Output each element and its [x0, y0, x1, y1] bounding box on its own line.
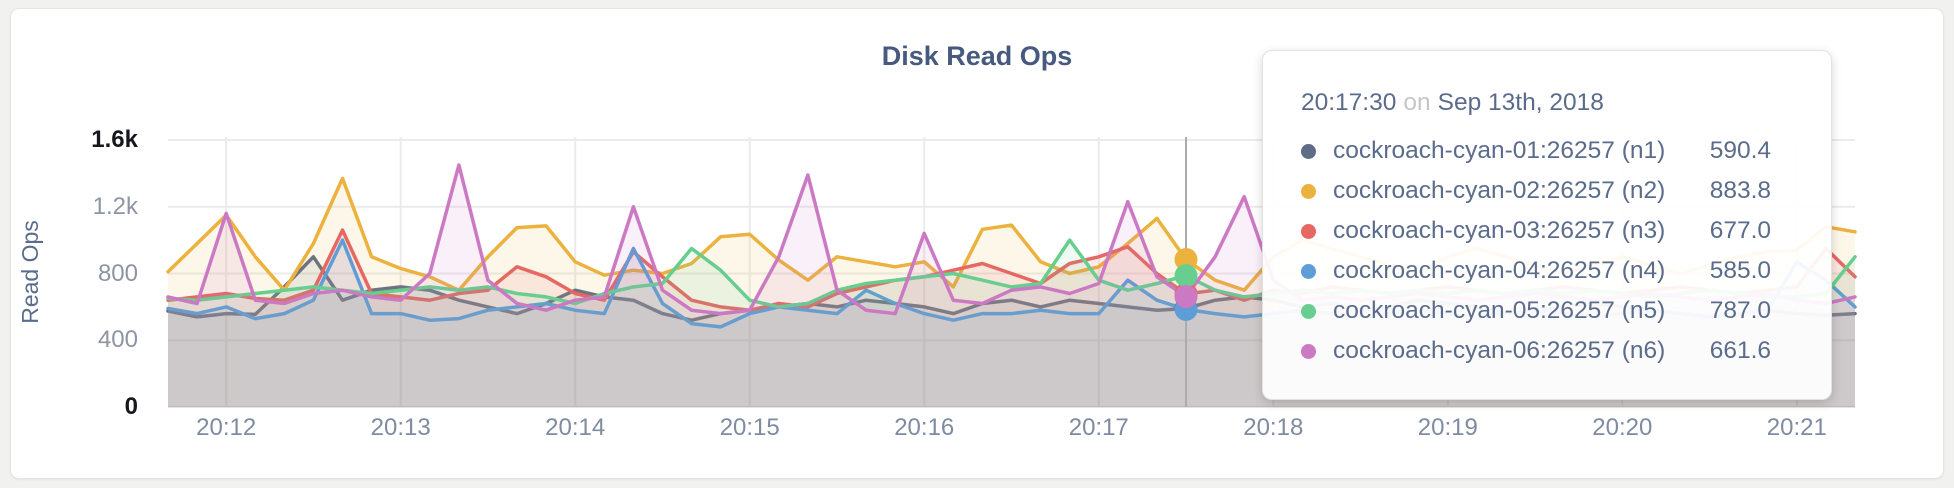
y-axis-label: Read Ops [17, 220, 43, 324]
series-value: 585.0 [1709, 257, 1771, 284]
x-tick-label: 20:16 [894, 414, 955, 441]
hover-tooltip: 20:17:30 on Sep 13th, 2018 cockroach-cyan-… [1262, 50, 1832, 400]
series-name: cockroach-cyan-03:26257 (n3) [1333, 217, 1666, 244]
x-tick-label: 20:18 [1243, 414, 1304, 441]
series-color-dot-icon [1301, 263, 1316, 279]
series-value: 787.0 [1709, 297, 1771, 324]
x-tick-label: 20:12 [196, 414, 257, 441]
series-color-dot-icon [1301, 223, 1316, 239]
hover-point-n2 [1174, 248, 1198, 272]
y-tick-label: 1.2k [92, 192, 138, 220]
tooltip-series-row: cockroach-cyan-03:26257 (n3) 677.0 [1301, 211, 1793, 251]
x-tick-label: 20:13 [370, 414, 431, 441]
tooltip-time: 20:17:30 [1301, 89, 1397, 116]
tooltip-series-row: cockroach-cyan-02:26257 (n2) 883.8 [1301, 171, 1793, 211]
x-tick-label: 20:14 [545, 414, 606, 441]
tooltip-on-word: on [1403, 89, 1431, 116]
x-tick-label: 20:20 [1592, 414, 1653, 441]
series-value: 590.4 [1709, 137, 1771, 164]
tooltip-series-row: cockroach-cyan-05:26257 (n5) 787.0 [1301, 291, 1793, 331]
tooltip-date: Sep 13th, 2018 [1437, 89, 1604, 116]
series-name: cockroach-cyan-01:26257 (n1) [1333, 137, 1666, 164]
tooltip-series-row: cockroach-cyan-01:26257 (n1) 590.4 [1301, 131, 1793, 171]
series-name: cockroach-cyan-02:26257 (n2) [1333, 177, 1666, 204]
series-color-dot-icon [1301, 183, 1316, 199]
series-name: cockroach-cyan-04:26257 (n4) [1333, 257, 1666, 284]
tooltip-series-row: cockroach-cyan-06:26257 (n6) 661.6 [1301, 331, 1793, 371]
series-value: 661.6 [1709, 337, 1771, 364]
tooltip-header: 20:17:30 on Sep 13th, 2018 [1301, 81, 1793, 125]
y-tick-label: 800 [97, 259, 138, 287]
x-tick-label: 20:19 [1417, 414, 1478, 441]
series-color-dot-icon [1301, 143, 1316, 159]
y-tick-label: 400 [97, 326, 138, 354]
hover-point-n6 [1174, 285, 1198, 309]
series-color-dot-icon [1301, 303, 1316, 319]
x-tick-label: 20:15 [719, 414, 780, 441]
series-name: cockroach-cyan-05:26257 (n5) [1333, 297, 1666, 324]
chart-title: Disk Read Ops [881, 41, 1073, 71]
hover-point-n5 [1174, 264, 1198, 288]
series-color-dot-icon [1301, 343, 1316, 359]
series-name: cockroach-cyan-06:26257 (n6) [1333, 337, 1666, 364]
y-tick-label: 1.6k [91, 126, 138, 153]
x-tick-label: 20:21 [1766, 414, 1827, 441]
y-tick-label: 0 [124, 393, 138, 420]
tooltip-series-row: cockroach-cyan-04:26257 (n4) 585.0 [1301, 251, 1793, 291]
x-tick-label: 20:17 [1068, 414, 1129, 441]
series-value: 883.8 [1709, 177, 1771, 204]
series-value: 677.0 [1709, 217, 1771, 244]
